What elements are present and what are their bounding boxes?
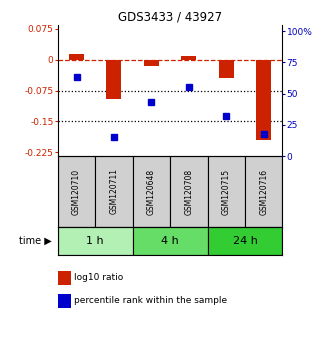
Bar xyxy=(95,156,133,227)
Text: 1 h: 1 h xyxy=(86,236,104,246)
Text: 24 h: 24 h xyxy=(233,236,257,246)
Bar xyxy=(208,227,282,255)
Bar xyxy=(219,60,234,78)
Bar xyxy=(133,227,208,255)
Text: time ▶: time ▶ xyxy=(19,236,51,246)
Text: GSM120648: GSM120648 xyxy=(147,169,156,215)
Bar xyxy=(256,60,271,140)
Bar xyxy=(170,156,208,227)
Text: percentile rank within the sample: percentile rank within the sample xyxy=(74,296,227,306)
Text: 4 h: 4 h xyxy=(161,236,179,246)
Text: GSM120710: GSM120710 xyxy=(72,169,81,215)
Bar xyxy=(69,53,84,60)
Title: GDS3433 / 43927: GDS3433 / 43927 xyxy=(118,11,222,24)
Text: log10 ratio: log10 ratio xyxy=(74,273,123,282)
Text: GSM120715: GSM120715 xyxy=(222,169,231,215)
Bar xyxy=(208,156,245,227)
Bar xyxy=(107,60,121,99)
Bar xyxy=(58,227,133,255)
Text: GSM120711: GSM120711 xyxy=(109,169,118,215)
Text: GSM120708: GSM120708 xyxy=(184,169,193,215)
Bar xyxy=(245,156,282,227)
Bar xyxy=(181,56,196,60)
Bar xyxy=(133,156,170,227)
Bar xyxy=(144,60,159,66)
Text: GSM120716: GSM120716 xyxy=(259,169,268,215)
Bar xyxy=(58,156,95,227)
